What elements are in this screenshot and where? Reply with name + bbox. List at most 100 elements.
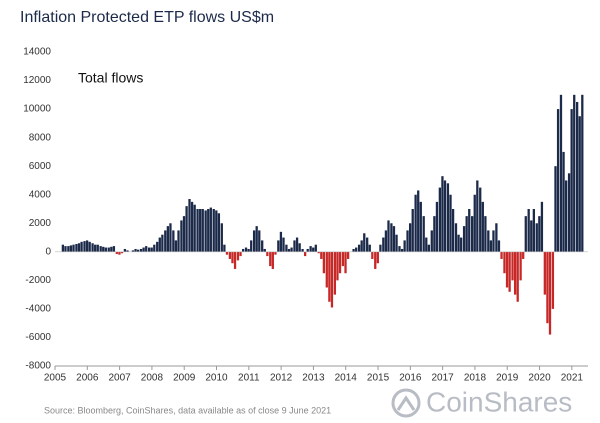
bar bbox=[573, 94, 576, 252]
bar bbox=[508, 251, 511, 292]
bar bbox=[538, 216, 541, 252]
bar bbox=[172, 230, 175, 252]
bar bbox=[403, 240, 406, 252]
bar bbox=[430, 230, 433, 252]
bar bbox=[551, 251, 555, 309]
bar bbox=[341, 251, 345, 267]
bar bbox=[85, 240, 89, 252]
bar bbox=[363, 233, 366, 252]
bar bbox=[392, 226, 396, 252]
source: Source: Bloomberg, CoinShares, data avai… bbox=[44, 405, 331, 415]
bar bbox=[374, 251, 377, 269]
bar bbox=[72, 244, 75, 252]
bar bbox=[513, 251, 517, 295]
bar bbox=[156, 241, 159, 252]
bar bbox=[188, 199, 191, 252]
x-tick-label: 2008 bbox=[141, 373, 164, 384]
x-tick-label: 2016 bbox=[399, 373, 422, 384]
bar bbox=[261, 240, 264, 252]
y-tick-label: -6000 bbox=[25, 332, 51, 343]
y-tick-label: 4000 bbox=[29, 189, 52, 200]
bar bbox=[346, 251, 350, 259]
bar bbox=[532, 209, 535, 252]
bar bbox=[519, 251, 522, 281]
x-tick-label: 2006 bbox=[76, 373, 99, 384]
bar bbox=[134, 248, 137, 252]
bar bbox=[511, 251, 514, 281]
bar bbox=[492, 230, 495, 252]
bar bbox=[387, 220, 390, 252]
bar bbox=[562, 151, 565, 252]
bar bbox=[546, 251, 549, 324]
logo-text: CoinShares bbox=[426, 386, 572, 417]
bar bbox=[357, 244, 361, 252]
bar bbox=[352, 248, 355, 252]
bar bbox=[279, 231, 283, 252]
bar bbox=[433, 216, 436, 252]
bar bbox=[193, 204, 196, 252]
bar bbox=[123, 248, 127, 252]
bar bbox=[578, 116, 581, 252]
bar bbox=[406, 230, 409, 252]
bar bbox=[438, 187, 441, 252]
bar bbox=[142, 247, 145, 252]
bar bbox=[180, 220, 183, 252]
bar bbox=[548, 251, 552, 335]
bar bbox=[164, 230, 167, 252]
bar bbox=[241, 248, 245, 252]
bar bbox=[556, 109, 560, 252]
bar bbox=[301, 248, 304, 252]
y-tick-label: -4000 bbox=[25, 304, 51, 315]
bar bbox=[417, 190, 420, 252]
bar bbox=[67, 246, 70, 252]
bar bbox=[244, 247, 248, 252]
bar bbox=[136, 249, 140, 252]
bar bbox=[317, 251, 320, 254]
bar bbox=[207, 209, 210, 252]
bar bbox=[366, 237, 369, 252]
bar bbox=[333, 251, 337, 295]
bar bbox=[102, 246, 105, 252]
y-tick-label: 8000 bbox=[29, 132, 52, 143]
bar bbox=[295, 237, 299, 252]
bar bbox=[83, 241, 86, 252]
bar bbox=[503, 251, 506, 274]
bar bbox=[344, 251, 347, 274]
bar bbox=[338, 251, 342, 274]
bar bbox=[376, 251, 379, 264]
bar bbox=[182, 216, 186, 252]
bar bbox=[581, 94, 584, 252]
bar bbox=[252, 230, 256, 252]
bar bbox=[325, 251, 328, 288]
bar bbox=[147, 247, 151, 252]
bar bbox=[411, 209, 414, 252]
bar bbox=[567, 173, 571, 252]
bar bbox=[177, 230, 180, 252]
bar bbox=[126, 250, 129, 252]
bar bbox=[287, 248, 291, 252]
logo-icon bbox=[391, 388, 421, 418]
bar bbox=[110, 246, 113, 252]
bar bbox=[443, 180, 447, 252]
bar bbox=[215, 210, 218, 252]
bar bbox=[522, 251, 525, 259]
bar bbox=[150, 247, 153, 252]
bar bbox=[495, 223, 498, 252]
bar bbox=[419, 201, 422, 252]
bar bbox=[312, 247, 315, 252]
bar bbox=[516, 251, 519, 302]
bar bbox=[471, 216, 474, 252]
annotation: Total flows bbox=[78, 70, 143, 86]
bar bbox=[379, 244, 382, 252]
bar bbox=[465, 216, 468, 252]
bar bbox=[209, 207, 212, 252]
x-tick-label: 2012 bbox=[270, 373, 293, 384]
bar bbox=[489, 240, 493, 252]
bar bbox=[575, 101, 579, 252]
bar bbox=[336, 251, 339, 281]
bar bbox=[570, 109, 573, 252]
bar bbox=[204, 210, 207, 252]
bar bbox=[166, 226, 170, 252]
bar bbox=[527, 209, 530, 252]
